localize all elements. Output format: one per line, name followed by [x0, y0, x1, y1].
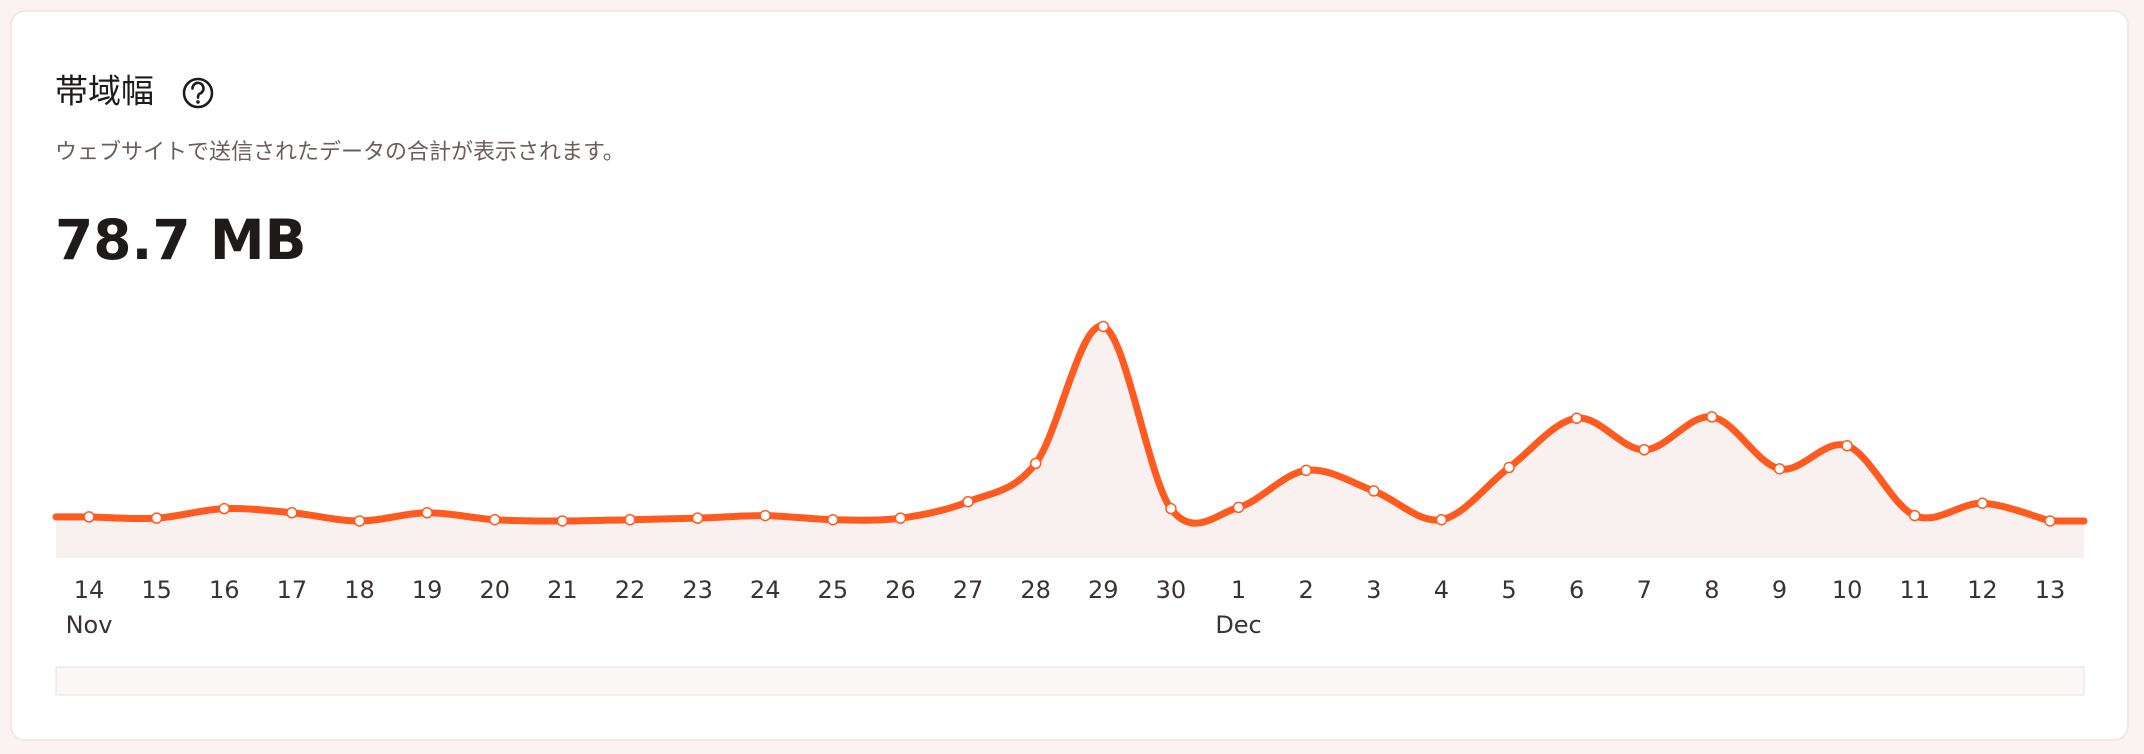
data-point	[1503, 461, 1515, 474]
x-month-label: Dec	[1215, 611, 1261, 639]
x-tick-label: 26	[885, 576, 916, 604]
data-point	[1841, 439, 1853, 452]
x-tick-label: 15	[141, 576, 172, 604]
x-tick-label: 9	[1772, 576, 1787, 604]
total-value: 78.7 MB	[55, 208, 307, 272]
x-tick-label: 29	[1088, 576, 1119, 604]
data-point	[1909, 509, 1921, 522]
data-point	[353, 515, 366, 527]
data-point	[827, 513, 839, 526]
help-icon[interactable]	[182, 77, 214, 109]
x-tick-label: 18	[344, 576, 375, 604]
data-point	[962, 495, 974, 508]
x-tick-label: 10	[1832, 576, 1863, 604]
x-tick-label: 25	[818, 576, 849, 604]
data-point	[1097, 320, 1110, 333]
x-tick-label: 11	[1899, 576, 1930, 604]
x-tick-label: 12	[1967, 576, 1998, 604]
data-point	[894, 512, 907, 524]
data-point	[1570, 412, 1583, 424]
x-tick-label: 22	[615, 576, 646, 604]
data-point	[1773, 463, 1786, 475]
data-point	[83, 511, 95, 523]
data-point	[218, 502, 230, 515]
data-point	[1232, 501, 1245, 514]
card-description: ウェブサイトで送信されたデータの合計が表示されます。	[55, 140, 625, 165]
x-tick-label: 4	[1434, 576, 1449, 604]
data-point	[421, 507, 433, 519]
x-tick-label: 2	[1299, 576, 1314, 604]
data-point	[691, 512, 704, 524]
x-tick-label: 21	[547, 576, 578, 604]
data-point	[1165, 502, 1177, 515]
data-point	[1435, 513, 1448, 526]
x-tick-label: 27	[953, 576, 984, 604]
x-tick-label: 19	[412, 576, 443, 604]
data-point	[286, 507, 298, 519]
x-tick-label: 28	[1020, 576, 1051, 604]
data-point	[1638, 444, 1651, 456]
range-bar	[55, 666, 2085, 696]
x-tick-label: 16	[209, 576, 240, 604]
x-tick-label: 5	[1501, 576, 1516, 604]
x-tick-label: 8	[1704, 576, 1719, 604]
x-tick-label: 24	[750, 576, 781, 604]
x-tick-label: 3	[1366, 576, 1381, 604]
data-point	[488, 513, 501, 526]
x-tick-label: 6	[1569, 576, 1584, 604]
data-point	[150, 512, 163, 524]
x-tick-label: 20	[479, 576, 510, 604]
data-point	[1706, 411, 1718, 423]
data-point	[1029, 457, 1042, 470]
data-point	[624, 513, 636, 526]
area	[56, 326, 2084, 558]
data-point	[2044, 515, 2056, 527]
data-point	[1300, 464, 1312, 477]
x-month-label: Nov	[66, 611, 113, 639]
data-point	[1368, 485, 1380, 497]
x-tick-label: 14	[74, 576, 105, 604]
x-tick-label: 17	[277, 576, 308, 604]
x-tick-label: 30	[1156, 576, 1187, 604]
data-point	[1976, 497, 1989, 510]
card-title: 帯域幅	[55, 72, 154, 111]
data-point	[556, 515, 569, 527]
data-point	[759, 509, 771, 522]
x-tick-label: 1	[1231, 576, 1246, 604]
x-tick-label: 13	[2035, 576, 2066, 604]
x-tick-label: 7	[1637, 576, 1652, 604]
x-tick-label: 23	[682, 576, 713, 604]
